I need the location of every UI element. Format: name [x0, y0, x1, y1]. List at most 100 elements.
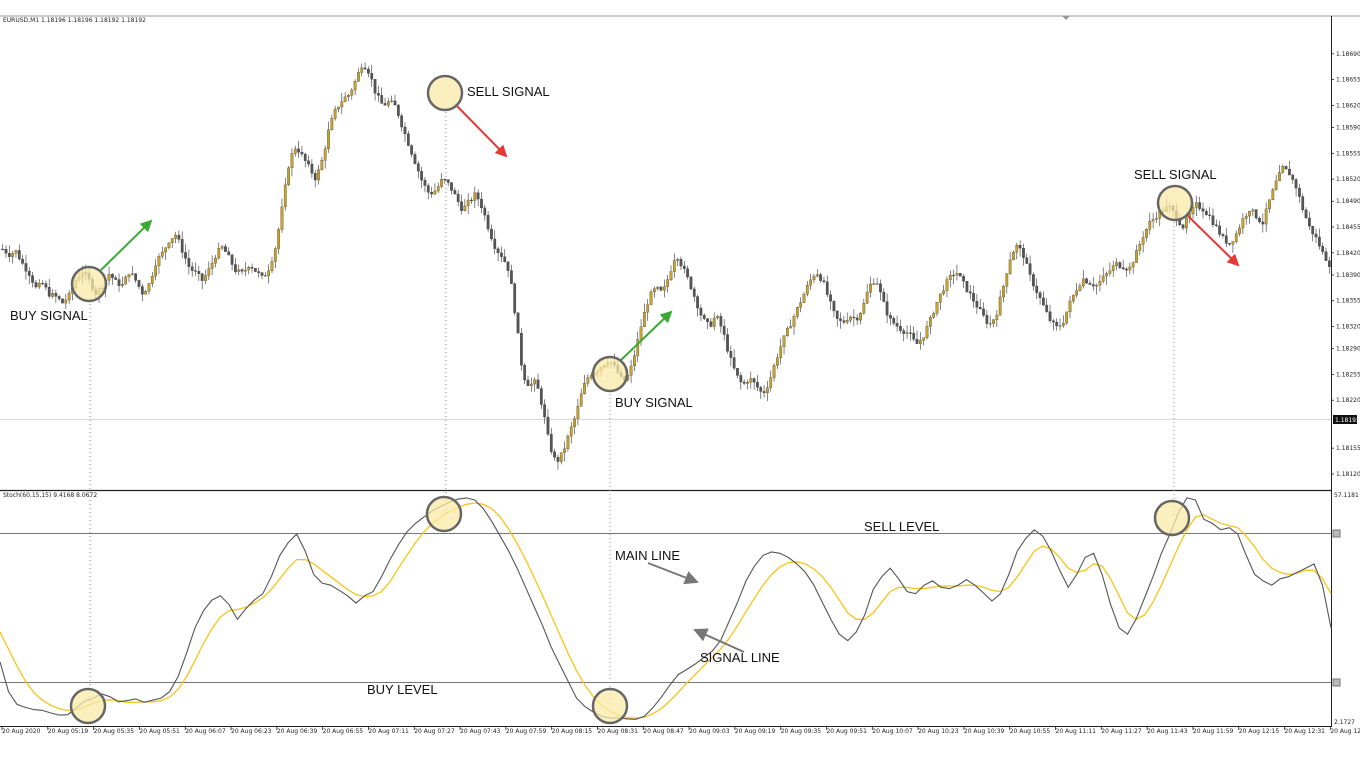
candle: [111, 273, 114, 285]
candle: [945, 276, 949, 298]
candle: [1274, 175, 1278, 191]
time-tick-label: 20 Aug 11:43: [1147, 728, 1188, 735]
candle: [653, 286, 656, 298]
candle: [1061, 315, 1065, 328]
candle: [7, 245, 11, 262]
candle: [1038, 290, 1042, 305]
time-tick-label: 20 Aug 09:19: [735, 728, 776, 735]
candle: [842, 316, 846, 325]
candle: [267, 264, 271, 284]
candle: [852, 309, 856, 327]
candle: [965, 281, 969, 294]
candle: [254, 268, 257, 273]
candle: [1281, 164, 1285, 174]
candle: [1194, 196, 1198, 216]
time-tick-label: 20 Aug 09:51: [826, 728, 867, 735]
candle: [300, 145, 304, 157]
candle: [955, 264, 959, 281]
candle: [942, 284, 945, 296]
candle: [370, 64, 374, 87]
time-tick-label: 20 Aug 08:31: [597, 728, 638, 735]
candle: [11, 250, 14, 264]
candle: [779, 338, 783, 365]
candle: [1234, 230, 1238, 244]
candle: [1327, 256, 1331, 274]
candle: [277, 227, 280, 255]
candle: [819, 272, 822, 284]
candle: [200, 273, 204, 290]
candle: [1258, 216, 1261, 224]
candle: [1264, 202, 1268, 233]
candle: [280, 198, 284, 233]
candle: [317, 165, 320, 185]
shift-marker-icon[interactable]: [1062, 16, 1070, 20]
candle: [742, 379, 746, 385]
candle: [692, 286, 696, 302]
candle: [746, 379, 749, 390]
osc-sell-2-circle: [1153, 499, 1191, 537]
buy-signal-1-label: BUY SIGNAL: [10, 308, 88, 323]
candle: [1271, 188, 1275, 201]
sell-level-marker: [1332, 529, 1341, 538]
buy-signal-2-label: BUY SIGNAL: [615, 395, 693, 410]
candle: [283, 177, 287, 211]
candle: [1291, 173, 1295, 184]
candle: [1181, 223, 1185, 231]
candle: [1211, 208, 1215, 228]
candle: [1278, 164, 1281, 182]
candle: [387, 98, 390, 108]
candle: [1098, 274, 1102, 292]
candle: [44, 280, 48, 291]
candle: [776, 353, 779, 370]
candle: [1224, 228, 1228, 248]
candle: [722, 319, 726, 341]
candle: [576, 398, 580, 426]
time-tick-label: 20 Aug 08:15: [552, 728, 593, 735]
candle: [968, 284, 972, 300]
candle: [1071, 294, 1075, 304]
candle: [889, 311, 892, 326]
price-tick-label: 1.18590: [1336, 125, 1360, 132]
candle: [184, 244, 187, 265]
candle: [988, 315, 992, 328]
symbol-header: EURUSD,M1 1.18196 1.18196 1.18192 1.1819…: [3, 17, 146, 24]
candle: [177, 230, 181, 244]
candle: [859, 311, 862, 325]
candle: [446, 179, 450, 187]
candle: [656, 286, 660, 291]
candle: [190, 262, 194, 277]
candle: [343, 92, 347, 103]
candle: [1078, 282, 1082, 292]
candle: [147, 282, 151, 295]
price-tick-label: 1.18390: [1336, 272, 1360, 279]
candle: [559, 452, 563, 465]
candle: [14, 249, 18, 258]
candle: [41, 280, 44, 285]
candle: [1101, 267, 1105, 284]
candle: [440, 173, 443, 189]
candle: [1, 244, 5, 251]
candle: [679, 256, 683, 270]
candle: [962, 274, 965, 288]
candle: [260, 271, 264, 280]
candle: [130, 266, 134, 276]
candle: [805, 280, 809, 297]
candle: [1035, 278, 1039, 300]
candle: [167, 242, 171, 250]
candle: [214, 254, 217, 268]
candle: [320, 156, 324, 171]
price-tick-label: 1.18255: [1336, 371, 1360, 378]
candle: [330, 114, 334, 131]
candle: [1214, 219, 1218, 228]
candle: [337, 106, 340, 113]
price-tick-label: 1.18655: [1336, 77, 1360, 84]
candle: [1055, 318, 1059, 331]
candle: [849, 315, 852, 324]
time-tick-label: 20 Aug 11:11: [1056, 728, 1097, 735]
candle: [114, 275, 118, 280]
price-tick-label: 1.18155: [1336, 445, 1360, 452]
candle: [204, 269, 207, 285]
candle: [672, 253, 676, 278]
price-tick-label: 1.18320: [1336, 324, 1360, 331]
candle: [297, 140, 300, 158]
